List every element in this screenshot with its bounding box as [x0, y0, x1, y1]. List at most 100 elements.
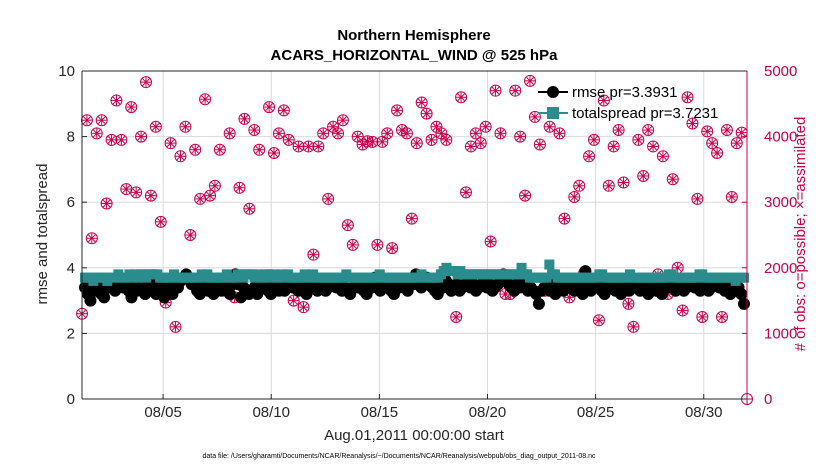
- legend-totalspread-marker: [547, 107, 559, 119]
- asterisk-stroke: [274, 129, 283, 138]
- obs-assimilated-point: [111, 95, 122, 106]
- obs-possible-point: [174, 150, 187, 163]
- footnote-data-file: data file: /Users/gharamti/Documents/NCA…: [202, 453, 596, 460]
- asterisk-stroke: [353, 132, 362, 141]
- y-right-tick-label: 3000: [764, 194, 797, 211]
- obs-possible-point: [602, 179, 615, 192]
- obs-assimilated-point: [529, 111, 540, 122]
- asterisk-stroke: [718, 313, 726, 321]
- asterisk-stroke: [422, 109, 431, 118]
- asterisk-stroke: [393, 106, 402, 115]
- obs-assimilated-point: [145, 190, 156, 201]
- obs-possible-point: [494, 127, 507, 140]
- obs-assimilated-point: [569, 191, 580, 202]
- asterisk-stroke: [107, 135, 116, 144]
- obs-possible-point: [627, 320, 640, 333]
- obs-assimilated-point: [598, 95, 609, 106]
- asterisk-stroke: [156, 217, 165, 226]
- asterisk-stroke: [324, 194, 333, 203]
- obs-possible-point: [479, 120, 492, 133]
- asterisk-stroke: [649, 142, 658, 151]
- obs-assimilated-point: [106, 134, 117, 145]
- x-tick-label: 08/05: [144, 404, 182, 421]
- obs-assimilated-point: [387, 243, 398, 254]
- obs-possible-point: [130, 186, 143, 199]
- asterisk-stroke: [373, 240, 382, 249]
- obs-assimilated-point: [136, 131, 147, 142]
- asterisk-stroke: [732, 139, 741, 148]
- obs-possible-point: [573, 179, 586, 192]
- asterisk-stroke: [122, 185, 131, 194]
- asterisk-stroke: [629, 322, 638, 331]
- obs-possible-point: [213, 143, 226, 156]
- obs-assimilated-point: [190, 144, 201, 155]
- totalspread-point: [544, 259, 555, 270]
- asterisk-stroke: [343, 221, 352, 230]
- totalspread-point: [739, 272, 749, 283]
- asterisk-stroke: [619, 178, 628, 187]
- asterisk-stroke: [314, 142, 323, 151]
- obs-possible-point: [410, 137, 423, 150]
- obs-assimilated-point: [648, 141, 659, 152]
- legend-rmse-label: rmse pr=3.3931: [572, 84, 677, 101]
- obs-assimilated-point: [470, 128, 481, 139]
- obs-assimilated-point: [406, 213, 417, 224]
- asterisk-stroke: [555, 129, 564, 138]
- obs-assimilated-point: [224, 128, 235, 139]
- asterisk-stroke: [151, 122, 160, 131]
- obs-possible-point: [588, 133, 601, 146]
- obs-assimilated-point: [480, 121, 491, 132]
- asterisk-stroke: [599, 96, 608, 105]
- obs-possible-point: [405, 212, 418, 225]
- x-axis-label: Aug.01,2011 00:00:00 start: [324, 427, 505, 444]
- obs-possible-point: [597, 94, 610, 107]
- obs-assimilated-point: [165, 138, 176, 149]
- obs-possible-point: [243, 202, 256, 215]
- asterisk-stroke: [191, 145, 200, 154]
- obs-assimilated-point: [209, 180, 220, 191]
- asterisk-stroke: [132, 188, 141, 197]
- y-right-tick-label: 4000: [764, 129, 797, 146]
- obs-possible-point: [204, 189, 217, 202]
- asterisk-stroke: [334, 129, 342, 138]
- obs-assimilated-point: [436, 128, 447, 139]
- asterisk-stroke: [585, 152, 594, 161]
- asterisk-stroke: [457, 93, 466, 102]
- obs-assimilated-point: [249, 125, 260, 136]
- obs-possible-point: [489, 84, 502, 97]
- asterisk-stroke: [609, 142, 618, 151]
- obs-assimilated-point: [633, 134, 644, 145]
- asterisk-stroke: [570, 192, 579, 201]
- asterisk-stroke: [634, 135, 643, 144]
- obs-assimilated-point: [411, 138, 422, 149]
- obs-possible-point: [381, 127, 394, 140]
- asterisk-stroke: [658, 152, 667, 161]
- obs-assimilated-point: [736, 127, 747, 138]
- y-right-tick-label: 2000: [764, 260, 797, 277]
- obs-possible-point: [474, 137, 487, 150]
- obs-assimilated-point: [377, 136, 388, 147]
- asterisk-stroke: [270, 149, 278, 157]
- obs-assimilated-point: [318, 128, 329, 139]
- asterisk-stroke: [412, 139, 421, 148]
- obs-assimilated-point: [495, 128, 506, 139]
- asterisk-stroke: [329, 122, 338, 131]
- obs-assimilated-point: [155, 216, 166, 227]
- obs-assimilated-point: [416, 97, 427, 108]
- obs-assimilated-point: [86, 233, 97, 244]
- asterisk-stroke: [496, 129, 505, 138]
- obs-possible-point: [154, 215, 167, 228]
- rmse-point: [532, 297, 545, 310]
- obs-possible-point: [149, 120, 162, 133]
- obs-possible-point: [524, 74, 537, 87]
- asterisk-stroke: [97, 116, 106, 125]
- asterisk-stroke: [112, 96, 121, 105]
- y-tick-label: 2: [67, 325, 75, 342]
- obs-assimilated-point: [333, 128, 344, 139]
- obs-assimilated-point: [475, 138, 486, 149]
- asterisk-stroke: [437, 129, 446, 138]
- obs-assimilated-point: [510, 85, 521, 96]
- obs-assimilated-point: [451, 312, 462, 322]
- obs-possible-point: [341, 219, 354, 232]
- obs-possible-point: [676, 304, 689, 317]
